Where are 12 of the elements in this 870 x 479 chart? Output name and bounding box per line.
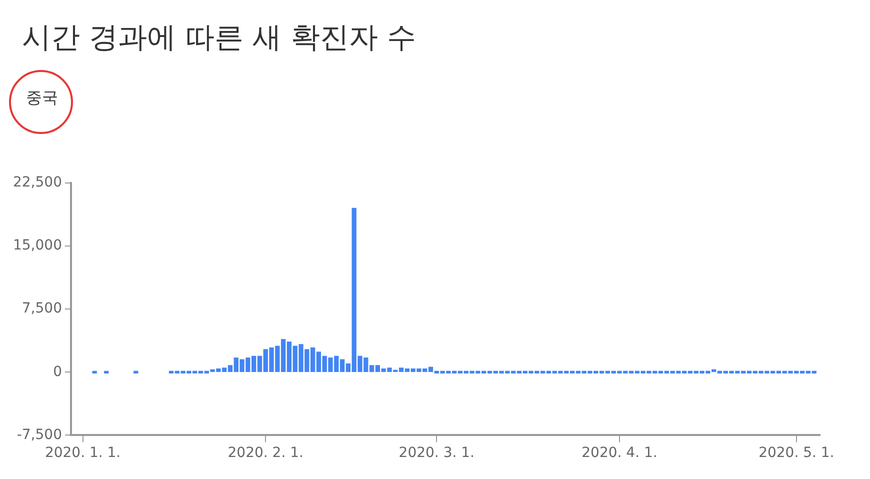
chart-subtitle: 중국: [26, 88, 58, 109]
y-tick-label: 7,500: [22, 300, 62, 317]
y-tick-label: 15,000: [12, 238, 62, 254]
x-tick-label: 2020. 3. 1.: [398, 445, 474, 462]
y-tick-label: 0: [53, 364, 62, 380]
chart-title: 시간 경과에 따른 새 확진자 수: [22, 19, 416, 56]
x-tick-label: 2020. 1. 1.: [44, 445, 121, 462]
x-tick-label: 2020. 5. 1.: [758, 445, 834, 462]
y-tick-label: 22,500: [12, 174, 62, 191]
x-tick-label: 2020. 4. 1.: [582, 445, 658, 462]
y-tick-label: -7,500: [16, 426, 62, 443]
x-tick-label: 2020. 2. 1.: [228, 445, 304, 462]
